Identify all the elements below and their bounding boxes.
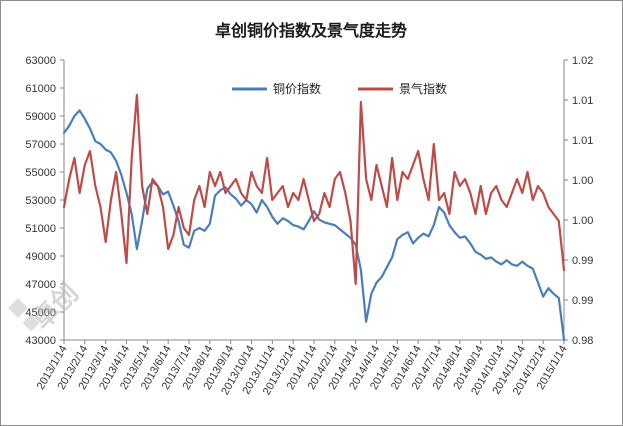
left-tick-label: 55000 bbox=[25, 167, 56, 179]
left-tick-label: 53000 bbox=[25, 195, 56, 207]
left-tick-label: 59000 bbox=[25, 111, 56, 123]
left-tick-label: 61000 bbox=[25, 83, 56, 95]
legend-label-climate-index: 景气指数 bbox=[399, 81, 447, 96]
left-tick-label: 43000 bbox=[25, 335, 56, 347]
right-tick-label: 0.99 bbox=[572, 255, 593, 267]
watermark-diamond bbox=[8, 298, 28, 318]
axes: 43000 45000 47000 49000 51000 53000 55000 57000… bbox=[25, 55, 593, 397]
left-tick-label: 45000 bbox=[25, 307, 56, 319]
legend: 铜价指数 景气指数 bbox=[232, 81, 447, 96]
plot-area bbox=[62, 93, 566, 342]
left-tick-label: 63000 bbox=[25, 55, 56, 67]
chart-title: 卓创铜价指数及景气度走势 bbox=[215, 21, 407, 40]
right-tick-label: 1.00 bbox=[572, 175, 593, 187]
left-tick-label: 57000 bbox=[25, 139, 56, 151]
series-line-climate-index bbox=[62, 93, 566, 286]
right-tick-label: 0.99 bbox=[572, 295, 593, 307]
right-tick-label: 1.01 bbox=[572, 95, 593, 107]
right-tick-label: 1.01 bbox=[572, 135, 593, 147]
left-tick-label: 47000 bbox=[25, 279, 56, 291]
left-tick-label: 51000 bbox=[25, 223, 56, 235]
left-tick-label: 49000 bbox=[25, 251, 56, 263]
right-tick-label: 1.00 bbox=[572, 215, 593, 227]
legend-label-copper-index: 铜价指数 bbox=[273, 81, 321, 96]
series-line-copper-index bbox=[62, 109, 566, 342]
right-tick-label: 0.98 bbox=[572, 335, 593, 347]
right-tick-label: 1.02 bbox=[572, 55, 593, 67]
